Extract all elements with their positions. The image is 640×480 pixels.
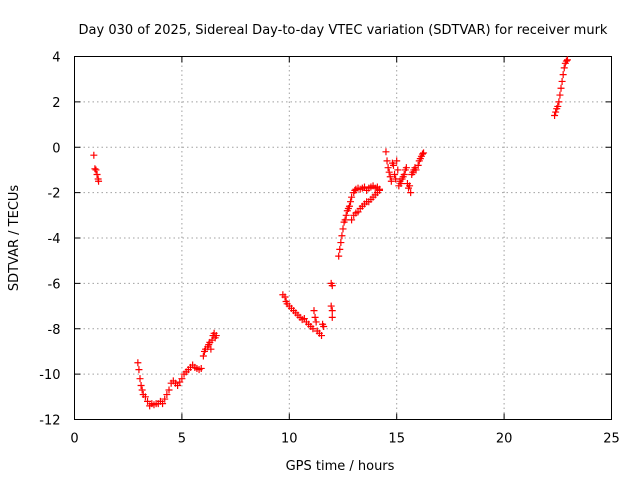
x-tick-label: 20: [496, 432, 513, 447]
data-point: [318, 332, 326, 340]
chart-title: Day 030 of 2025, Sidereal Day-to-day VTE…: [79, 23, 608, 38]
data-point: [336, 245, 344, 253]
data-point: [93, 170, 101, 178]
data-point: [338, 232, 346, 240]
data-point: [555, 98, 563, 106]
y-tick-label: -10: [39, 368, 60, 383]
x-tick-label: 5: [178, 432, 186, 447]
data-point: [385, 168, 393, 176]
data-point: [144, 397, 152, 405]
x-tick-label: 15: [388, 432, 405, 447]
data-point: [141, 393, 149, 401]
y-tick-label: -12: [39, 414, 60, 429]
y-tick-label: 4: [52, 51, 60, 66]
data-point: [557, 84, 565, 92]
y-tick-label: -4: [48, 232, 61, 247]
data-point: [342, 211, 350, 219]
data-point: [418, 150, 426, 158]
data-point: [136, 375, 144, 383]
data-point: [387, 177, 395, 185]
data-point: [412, 166, 420, 174]
data-point: [163, 391, 171, 399]
data-point: [312, 318, 320, 326]
data-point: [558, 77, 566, 85]
data-point: [382, 148, 390, 156]
data-point: [320, 322, 328, 330]
data-point: [207, 345, 215, 353]
data-point: [345, 202, 353, 210]
x-tick-label: 10: [281, 432, 298, 447]
data-point: [559, 71, 567, 79]
data-point: [562, 57, 570, 65]
data-point: [311, 313, 319, 321]
data-point: [165, 386, 173, 394]
data-point: [309, 325, 317, 333]
y-tick-label: -6: [48, 277, 61, 292]
data-point: [90, 151, 98, 159]
data-point: [392, 175, 400, 183]
x-axis-label: GPS time / hours: [286, 459, 395, 474]
data-point: [389, 161, 397, 169]
data-point: [135, 366, 143, 374]
data-point: [328, 282, 336, 290]
data-point: [552, 108, 560, 116]
data-point: [386, 173, 394, 181]
data-point: [339, 225, 347, 233]
x-tick-label: 25: [603, 432, 620, 447]
data-point: [556, 91, 564, 99]
data-point: [348, 193, 356, 201]
data-points: [90, 56, 571, 410]
data-point: [197, 364, 205, 372]
data-point: [348, 216, 356, 224]
y-axis-label: SDTVAR / TECUs: [7, 185, 22, 292]
data-point: [212, 332, 220, 340]
y-tick-label: -2: [48, 187, 61, 202]
data-point: [199, 352, 207, 360]
data-point: [335, 252, 343, 260]
data-point: [137, 381, 145, 389]
data-point: [414, 161, 422, 169]
data-point: [347, 198, 355, 206]
data-point: [402, 164, 410, 172]
data-point: [554, 102, 562, 110]
data-point: [95, 177, 103, 185]
y-tick-label: -8: [48, 323, 61, 338]
data-point: [134, 359, 142, 367]
data-point: [394, 166, 402, 174]
data-point: [560, 64, 568, 72]
data-point: [406, 182, 414, 190]
data-point: [328, 307, 336, 315]
data-point: [159, 400, 167, 408]
data-point: [281, 293, 289, 301]
data-point: [384, 164, 392, 172]
data-point: [327, 302, 335, 310]
data-point: [376, 186, 384, 194]
data-point: [178, 375, 186, 383]
data-point: [341, 216, 349, 224]
data-point: [551, 111, 559, 119]
grid: [74, 56, 612, 420]
data-point: [328, 313, 336, 321]
data-point: [420, 149, 428, 157]
data-point: [383, 157, 391, 165]
data-point: [391, 170, 399, 178]
data-point: [310, 307, 318, 315]
data-point: [400, 170, 408, 178]
data-point: [407, 189, 415, 197]
data-point: [91, 165, 99, 173]
data-point: [138, 386, 146, 394]
y-tick-label: 0: [52, 141, 60, 156]
data-point: [397, 180, 405, 188]
data-point: [337, 239, 345, 247]
data-point: [393, 157, 401, 165]
x-tick-label: 0: [70, 432, 78, 447]
y-tick-label: 2: [52, 96, 60, 111]
data-point: [563, 56, 571, 64]
plot-frame: [74, 56, 612, 420]
data-point: [161, 395, 169, 403]
data-point: [92, 166, 100, 174]
